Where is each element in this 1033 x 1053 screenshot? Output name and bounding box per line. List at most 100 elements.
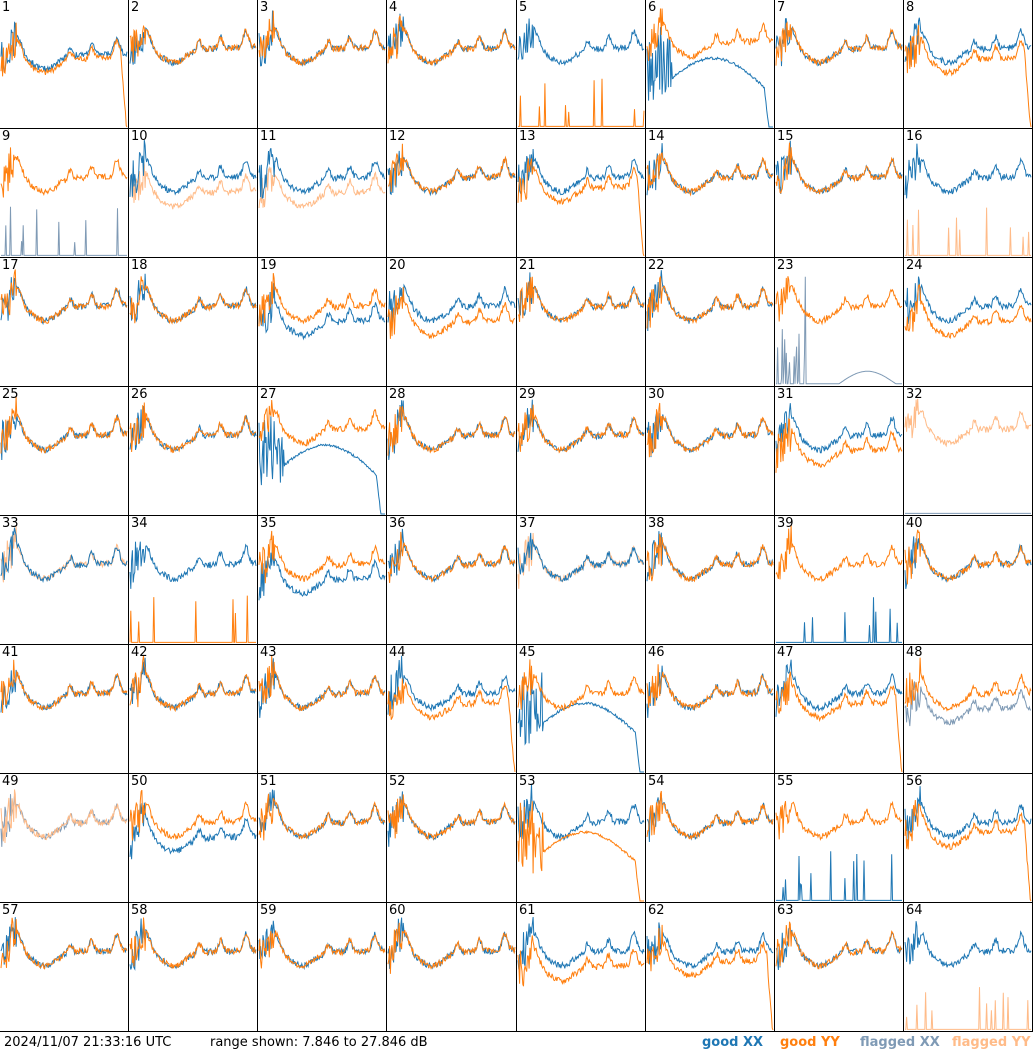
panel-plot — [129, 789, 257, 860]
series-xx-line — [776, 851, 902, 901]
series-xx-line — [517, 148, 645, 197]
panel-53: 53 — [517, 774, 646, 903]
panel-label: 57 — [2, 903, 19, 918]
series-yy-line — [129, 595, 256, 643]
series-yy-line — [775, 524, 903, 583]
series-yy-line — [517, 935, 645, 987]
series-yy-line — [646, 402, 774, 458]
panel-51: 51 — [258, 774, 387, 903]
panel-11: 11 — [258, 129, 387, 258]
series-yy-line — [646, 924, 774, 1031]
panel-label: 17 — [2, 258, 19, 273]
panel-label: 3 — [260, 0, 269, 15]
panel-label: 13 — [519, 129, 536, 144]
series-yy-line — [517, 801, 644, 902]
panel-57: 57 — [0, 903, 129, 1032]
panel-59: 59 — [258, 903, 387, 1032]
panel-plot — [0, 917, 128, 970]
panel-label: 4 — [389, 0, 398, 15]
panel-46: 46 — [646, 645, 775, 774]
series-xx-line — [646, 922, 774, 970]
panel-label: 21 — [519, 258, 536, 273]
panel-plot — [387, 528, 516, 584]
panel-40: 40 — [904, 516, 1033, 645]
series-xx-line — [776, 597, 902, 643]
panel-label: 12 — [389, 129, 406, 144]
panel-plot — [129, 655, 257, 713]
series-xx-line — [904, 921, 1032, 969]
panel-21: 21 — [517, 258, 646, 387]
panel-label: 52 — [389, 774, 406, 789]
panel-label: 8 — [906, 0, 915, 15]
panel-plot — [646, 270, 774, 332]
series-xx-line — [775, 140, 903, 195]
panel-14: 14 — [646, 129, 775, 258]
series-xx-line — [646, 27, 773, 128]
series-xx_flag-line — [904, 681, 1031, 727]
panel-plot — [129, 402, 257, 454]
panel-plot — [904, 398, 1032, 514]
panel-42: 42 — [129, 645, 258, 774]
panel-label: 1 — [2, 0, 11, 15]
panel-plot — [775, 800, 903, 901]
panel-39: 39 — [775, 516, 904, 645]
series-xx-line — [258, 789, 386, 840]
series-xx-line — [517, 672, 644, 773]
series-xx-line — [129, 657, 257, 711]
panel-label: 5 — [519, 0, 528, 15]
series-xx_flag-line — [1, 206, 127, 256]
series-xx-line — [775, 18, 903, 67]
series-yy-line — [775, 276, 903, 326]
panel-7: 7 — [775, 0, 904, 129]
series-yy-line — [904, 25, 1032, 128]
panel-label: 45 — [519, 645, 536, 660]
panel-12: 12 — [387, 129, 517, 258]
series-yy-line — [258, 273, 386, 327]
panel-label: 10 — [131, 129, 148, 144]
series-yy-line — [518, 78, 645, 127]
panel-1: 1 — [0, 0, 129, 129]
panel-50: 50 — [129, 774, 258, 903]
series-yy-line — [904, 283, 1032, 340]
panel-label: 47 — [777, 645, 794, 660]
series-yy_flag-line — [904, 398, 1032, 448]
panel-6: 6 — [646, 0, 775, 129]
panel-26: 26 — [129, 387, 258, 516]
series-xx-line — [129, 406, 257, 453]
series-yy-line — [775, 921, 903, 970]
panel-label: 41 — [2, 645, 19, 660]
panel-label: 22 — [648, 258, 665, 273]
panel-plot — [0, 269, 128, 326]
legend-flagged-xx-pol: XX — [919, 1035, 940, 1050]
panel-3: 3 — [258, 0, 387, 129]
series-yy-line — [0, 269, 128, 324]
panel-plot — [646, 143, 774, 197]
series-yy-line — [775, 418, 903, 473]
panel-38: 38 — [646, 516, 775, 645]
series-yy-line — [904, 657, 1032, 712]
panel-52: 52 — [387, 774, 517, 903]
series-yy-line — [387, 531, 516, 584]
series-yy-line — [258, 655, 386, 712]
series-xx-line — [904, 17, 1032, 67]
panel-plot — [387, 917, 516, 974]
series-yy-line — [258, 930, 386, 969]
series-xx-line — [258, 282, 386, 341]
panel-plot — [517, 18, 645, 127]
panel-label: 27 — [260, 387, 277, 402]
panel-47: 47 — [775, 645, 904, 774]
panel-label: 54 — [648, 774, 665, 789]
panel-plot — [646, 402, 774, 458]
panel-label: 62 — [648, 903, 665, 918]
panel-55: 55 — [775, 774, 904, 903]
panel-48: 48 — [904, 645, 1033, 774]
series-xx-line — [387, 400, 516, 461]
series-yy-line — [387, 143, 516, 195]
panel-56: 56 — [904, 774, 1033, 903]
panel-label: 46 — [648, 645, 665, 660]
panel-plot — [258, 273, 386, 341]
panel-36: 36 — [387, 516, 517, 645]
panel-label: 6 — [648, 0, 657, 15]
panel-label: 18 — [131, 258, 148, 273]
legend-flagged-yy: flagged YY — [952, 1035, 1031, 1050]
